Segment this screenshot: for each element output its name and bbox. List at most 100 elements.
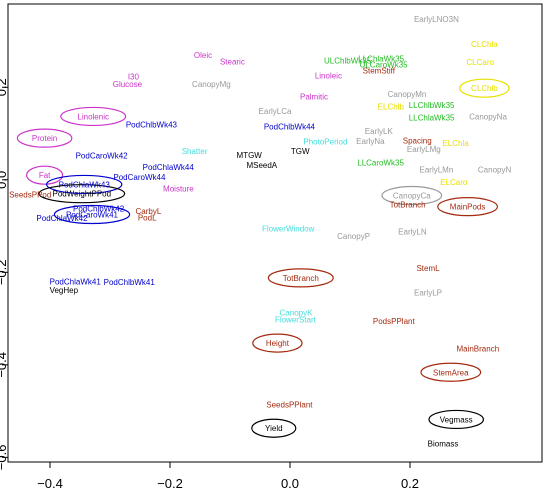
point-label: MTGW <box>237 151 263 160</box>
point-label: PodChlbWk41 <box>104 278 156 287</box>
point-label: SeedsPPlant <box>266 401 313 410</box>
x-tick-label: 0.0 <box>281 476 299 491</box>
point-label: Vegmass <box>440 415 473 424</box>
point-label: LLChlbWk35 <box>409 101 455 110</box>
point-label: CanopyMn <box>388 90 427 99</box>
point-ring <box>38 184 126 204</box>
point-label: Shatter <box>182 147 208 156</box>
point-label: MainBranch <box>456 345 499 354</box>
point-label: Linoleic <box>315 72 342 81</box>
point-label: CarbyL <box>136 207 162 216</box>
point-label: ELChla <box>442 139 469 148</box>
point-label: LLChlaWk35 <box>358 55 404 64</box>
point-label: Protein <box>32 134 57 143</box>
point-label: LLChlaWk35 <box>409 113 455 122</box>
point-ring <box>60 106 127 127</box>
point-ring <box>252 333 303 353</box>
point-ring <box>428 409 485 430</box>
point-ring <box>251 418 297 438</box>
point-ring <box>267 268 334 288</box>
point-label: PodChlaWk42 <box>36 214 88 223</box>
point-ring <box>420 362 482 382</box>
point-label: PodCaroWk44 <box>113 173 166 182</box>
point-label: PodCaroWk41 <box>66 210 119 219</box>
point-label: CanopyK <box>280 309 314 318</box>
point-label: SeedsPPod <box>9 191 51 200</box>
point-label: EarlyLN <box>398 228 427 237</box>
highlight-rings <box>16 78 510 438</box>
y-tick-label: −0.6 <box>0 445 9 471</box>
point-label: Palmitic <box>300 93 328 102</box>
point-label: MSeedA <box>246 161 277 170</box>
point-label: TGW <box>291 147 310 156</box>
plot-frame <box>7 3 543 463</box>
point-label: Stearic <box>220 57 245 66</box>
point-label: ULCaroWk35 <box>360 61 409 70</box>
point-label: EarlyLK <box>365 127 394 136</box>
point-label: CanopyN <box>478 166 512 175</box>
point-ring <box>459 78 510 98</box>
y-tick-label: 0.0 <box>0 171 9 189</box>
point-ring <box>381 185 443 206</box>
point-label: PodChlaWk43 <box>59 180 111 189</box>
point-label: CanopyCa <box>393 192 431 201</box>
point-label: CanopyNa <box>469 112 507 121</box>
point-label: Fat <box>39 171 51 180</box>
x-axis: −0.4 −0.2 0.0 0.2 <box>37 462 419 491</box>
point-label: CanopyMg <box>192 80 231 89</box>
point-label: StemArea <box>433 368 469 377</box>
point-label: MainPods <box>450 203 486 212</box>
y-tick-label: 0.2 <box>0 78 9 96</box>
point-label: PodChlaWk41 <box>50 278 102 287</box>
point-label: Height <box>266 339 290 348</box>
point-label: CanopyP <box>337 232 370 241</box>
x-tick-label: −0.4 <box>37 476 63 491</box>
x-tick-label: −0.2 <box>157 476 183 491</box>
point-label: EarlyLMg <box>407 145 441 154</box>
point-label: StemStiff <box>363 67 396 76</box>
variable-labels: EarlyLNO3NCLChlaCLCaroCLChlbULChlbWk35LL… <box>9 15 511 449</box>
point-label: StemL <box>416 264 440 273</box>
point-label: Yield <box>265 424 283 433</box>
point-label: Spacing <box>403 136 432 145</box>
point-label: EarlyLMn <box>420 166 454 175</box>
point-label: Linolenic <box>77 112 109 121</box>
point-label: ELCaro <box>440 178 468 187</box>
y-tick-label: −0.4 <box>0 352 9 378</box>
point-label: PodChlbWk42 <box>73 204 125 213</box>
point-label: ULChlbWk35 <box>324 56 372 65</box>
point-ring <box>437 197 499 217</box>
point-label: FlowerWindow <box>262 224 315 233</box>
point-label: LLCaroWk35 <box>357 159 404 168</box>
x-tick-label: 0.2 <box>401 476 419 491</box>
y-axis: −0.6 −0.4 −0.2 0.0 0.2 <box>0 78 9 470</box>
point-label: EarlyNa <box>356 137 385 146</box>
point-label: PodWeightPPod <box>53 190 112 199</box>
point-ring <box>53 204 131 225</box>
point-label: PodChlbWk43 <box>126 121 178 130</box>
point-ring <box>25 165 64 185</box>
point-label: Moisture <box>163 185 194 194</box>
point-label: PodsPPlant <box>373 317 416 326</box>
point-label: CLChlb <box>471 84 498 93</box>
point-label: PhotoPeriod <box>303 137 347 146</box>
point-ring <box>45 174 123 195</box>
point-label: VegHep <box>50 286 79 295</box>
point-label: EarlyLNO3N <box>414 15 459 24</box>
point-label: PodCaroWk42 <box>76 152 129 161</box>
point-label: TotBranch <box>390 200 426 209</box>
point-label: Glucose <box>113 80 143 89</box>
point-label: Oleic <box>194 51 212 60</box>
point-label: CLChla <box>471 40 498 49</box>
point-label: PodChlbWk44 <box>264 123 316 132</box>
y-tick-label: −0.2 <box>0 259 9 285</box>
point-label: Biomass <box>428 439 459 448</box>
point-label: PodL <box>138 214 157 223</box>
point-label: EarlyLCa <box>259 107 292 116</box>
point-label: ELChlb <box>378 103 405 112</box>
point-label: FlowerStart <box>275 316 317 325</box>
point-label: TotBranch <box>283 274 319 283</box>
point-label: EarlyLP <box>414 289 442 298</box>
point-ring <box>16 128 73 148</box>
